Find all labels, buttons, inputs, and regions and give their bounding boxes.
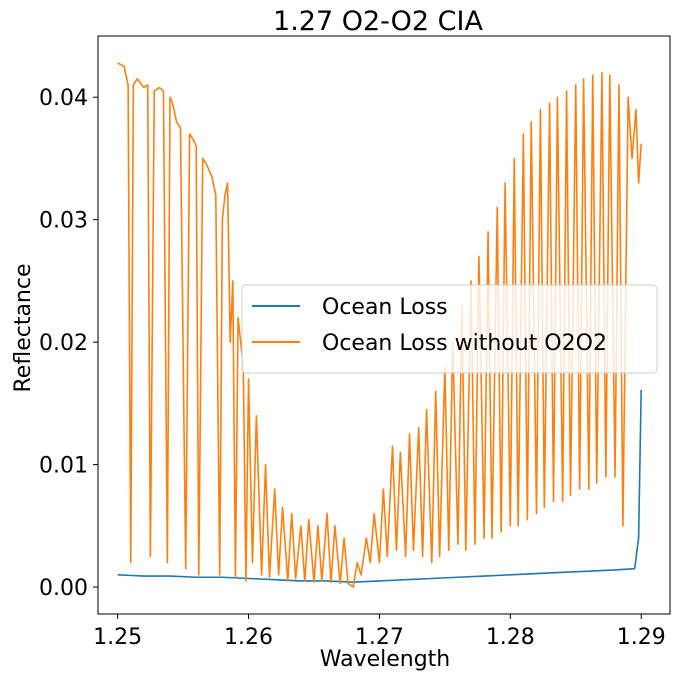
legend-label-ocean-loss: Ocean Loss: [322, 295, 448, 320]
legend-box: [241, 284, 658, 374]
x-tick-label: 1.27: [355, 625, 404, 650]
x-axis: 1.25 1.26 1.27 1.28 1.29: [93, 614, 666, 650]
legend-label-ocean-loss-without-o2o2: Ocean Loss without O2O2: [322, 331, 607, 356]
x-tick-label: 1.26: [224, 625, 273, 650]
y-tick-label: 0.02: [39, 331, 88, 356]
axes-frame: [97, 35, 671, 615]
x-tick-label: 1.28: [486, 625, 535, 650]
y-tick-label: 0.03: [39, 209, 88, 234]
y-tick-label: 0.04: [39, 86, 88, 111]
y-tick-label: 0.00: [39, 576, 88, 601]
x-axis-label: Wavelength: [320, 647, 451, 672]
legend: Ocean Loss Ocean Loss without O2O2: [241, 284, 658, 374]
y-tick-label: 0.01: [39, 454, 88, 479]
x-tick-label: 1.29: [617, 625, 666, 650]
chart-title: 1.27 O2-O2 CIA: [273, 6, 483, 37]
y-axis: 0.00 0.01 0.02 0.03 0.04: [39, 86, 98, 601]
y-axis-label: Reflectance: [11, 263, 36, 392]
series-line-ocean-loss: [117, 389, 642, 583]
x-tick-label: 1.25: [93, 625, 142, 650]
